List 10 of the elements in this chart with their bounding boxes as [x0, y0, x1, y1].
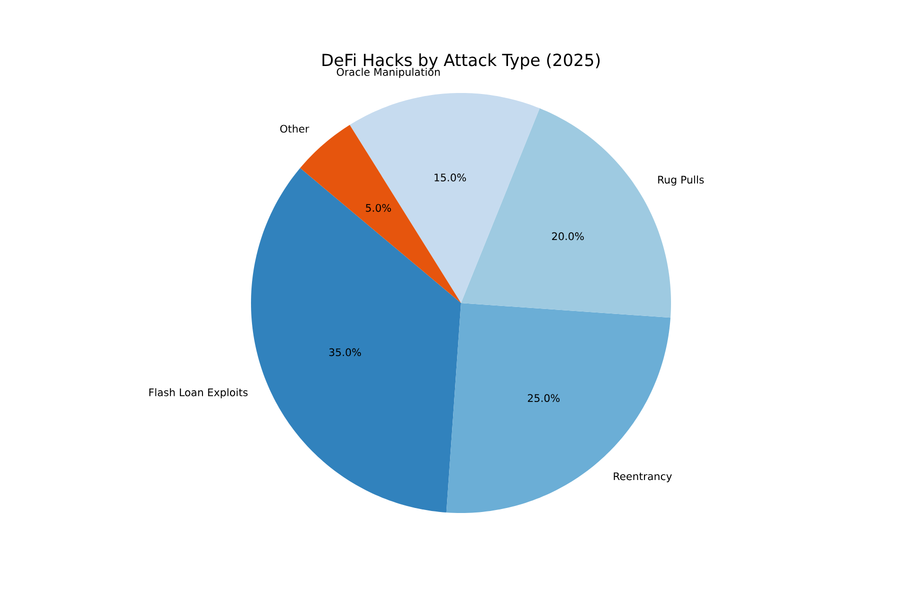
slice-label: Rug Pulls: [658, 176, 704, 186]
data-label: 20.0%: [552, 232, 584, 240]
data-label: 25.0%: [528, 394, 560, 402]
data-label: 15.0%: [434, 174, 466, 182]
slice-label: Oracle Manipulation: [336, 68, 440, 78]
slice-label: Reentrancy: [614, 472, 672, 482]
slice-label: Flash Loan Exploits: [149, 388, 248, 398]
data-label: 5.0%: [366, 204, 391, 212]
data-label: 35.0%: [329, 348, 361, 356]
slice-label: Other: [280, 124, 310, 133]
